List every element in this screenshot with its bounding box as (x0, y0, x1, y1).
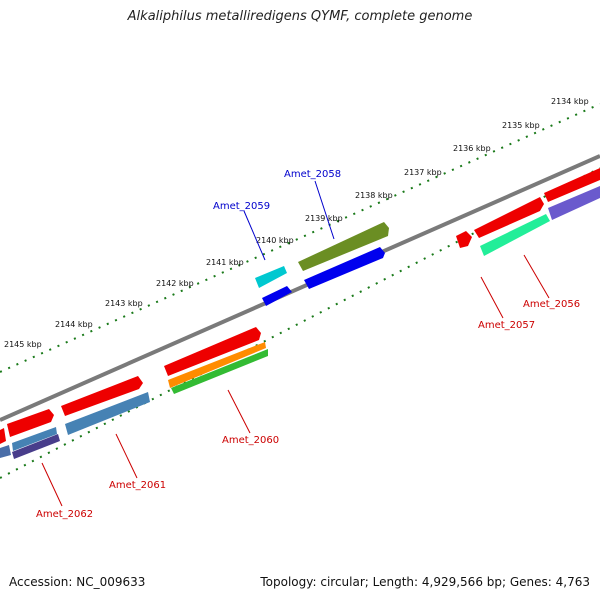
gene-label-amet-2060[interactable]: Amet_2060 (222, 435, 279, 446)
accession-text: Accession: NC_009633 (9, 575, 146, 589)
tick-label-2137: 2137 kbp (404, 168, 442, 177)
gene-steelblue-2061[interactable] (65, 392, 150, 435)
gene-leaders (41, 180, 550, 507)
tick-label-2135: 2135 kbp (502, 121, 540, 130)
gene-red-small-arrow[interactable] (456, 231, 472, 248)
gene-olive-arrow[interactable] (298, 222, 389, 271)
gene-label-amet-2061[interactable]: Amet_2061 (109, 480, 166, 491)
tick-label-2136: 2136 kbp (453, 144, 491, 153)
tick-label-2140: 2140 kbp (256, 236, 294, 245)
leader-2058 (314, 180, 335, 240)
leader-2062 (41, 462, 63, 507)
gene-label-amet-2059[interactable]: Amet_2059 (213, 201, 270, 212)
tick-label-2139: 2139 kbp (305, 214, 343, 223)
tick-label-2134: 2134 kbp (551, 97, 589, 106)
leader-2056 (523, 254, 550, 299)
gene-red-2062[interactable] (7, 409, 54, 437)
genome-backbone (0, 154, 600, 422)
leader-2060 (227, 389, 251, 434)
gene-label-amet-2057[interactable]: Amet_2057 (478, 320, 535, 331)
gene-blue-edge[interactable] (0, 445, 11, 458)
gene-aqua-2057[interactable] (480, 214, 550, 256)
gene-blue-arrow[interactable] (304, 247, 385, 289)
gene-darkslate-2062[interactable] (12, 434, 60, 459)
gene-red-2057[interactable] (474, 197, 544, 238)
gene-steelblue-2062[interactable] (12, 427, 57, 451)
gene-blue-small-arrow[interactable] (262, 286, 292, 306)
gene-green-2060[interactable] (171, 349, 268, 394)
tick-label-2138: 2138 kbp (355, 191, 393, 200)
leader-2061 (115, 433, 138, 479)
gene-red-2056[interactable] (544, 168, 600, 202)
topology-summary-text: Topology: circular; Length: 4,929,566 bp… (260, 575, 590, 589)
outer-ticks (0, 103, 600, 373)
leader-2057 (480, 276, 504, 319)
tick-labels: 2134 kbp 2135 kbp 2136 kbp 2137 kbp 2138… (4, 97, 589, 349)
gene-label-amet-2062[interactable]: Amet_2062 (36, 509, 93, 520)
leader-2059 (243, 210, 266, 261)
gene-slate-2056[interactable] (548, 186, 600, 220)
gene-labels: Amet_2058 Amet_2059 Amet_2056 Amet_2057 … (36, 169, 580, 520)
gene-red-2060[interactable] (164, 327, 261, 376)
tick-label-2141: 2141 kbp (206, 258, 244, 267)
gene-label-amet-2058[interactable]: Amet_2058 (284, 169, 341, 180)
tick-label-2142: 2142 kbp (156, 279, 194, 288)
tick-label-2144: 2144 kbp (55, 320, 93, 329)
map-title: Alkaliphilus metalliredigens QYMF, compl… (127, 9, 473, 24)
genes-forward (0, 168, 600, 459)
gene-red-edge[interactable] (0, 428, 6, 444)
gene-label-amet-2056[interactable]: Amet_2056 (523, 299, 580, 310)
gene-orange-2060[interactable] (168, 342, 266, 388)
tick-label-2145: 2145 kbp (4, 340, 42, 349)
gene-cyan-block[interactable] (255, 266, 287, 288)
tick-label-2143: 2143 kbp (105, 299, 143, 308)
gene-red-2061[interactable] (61, 376, 143, 416)
